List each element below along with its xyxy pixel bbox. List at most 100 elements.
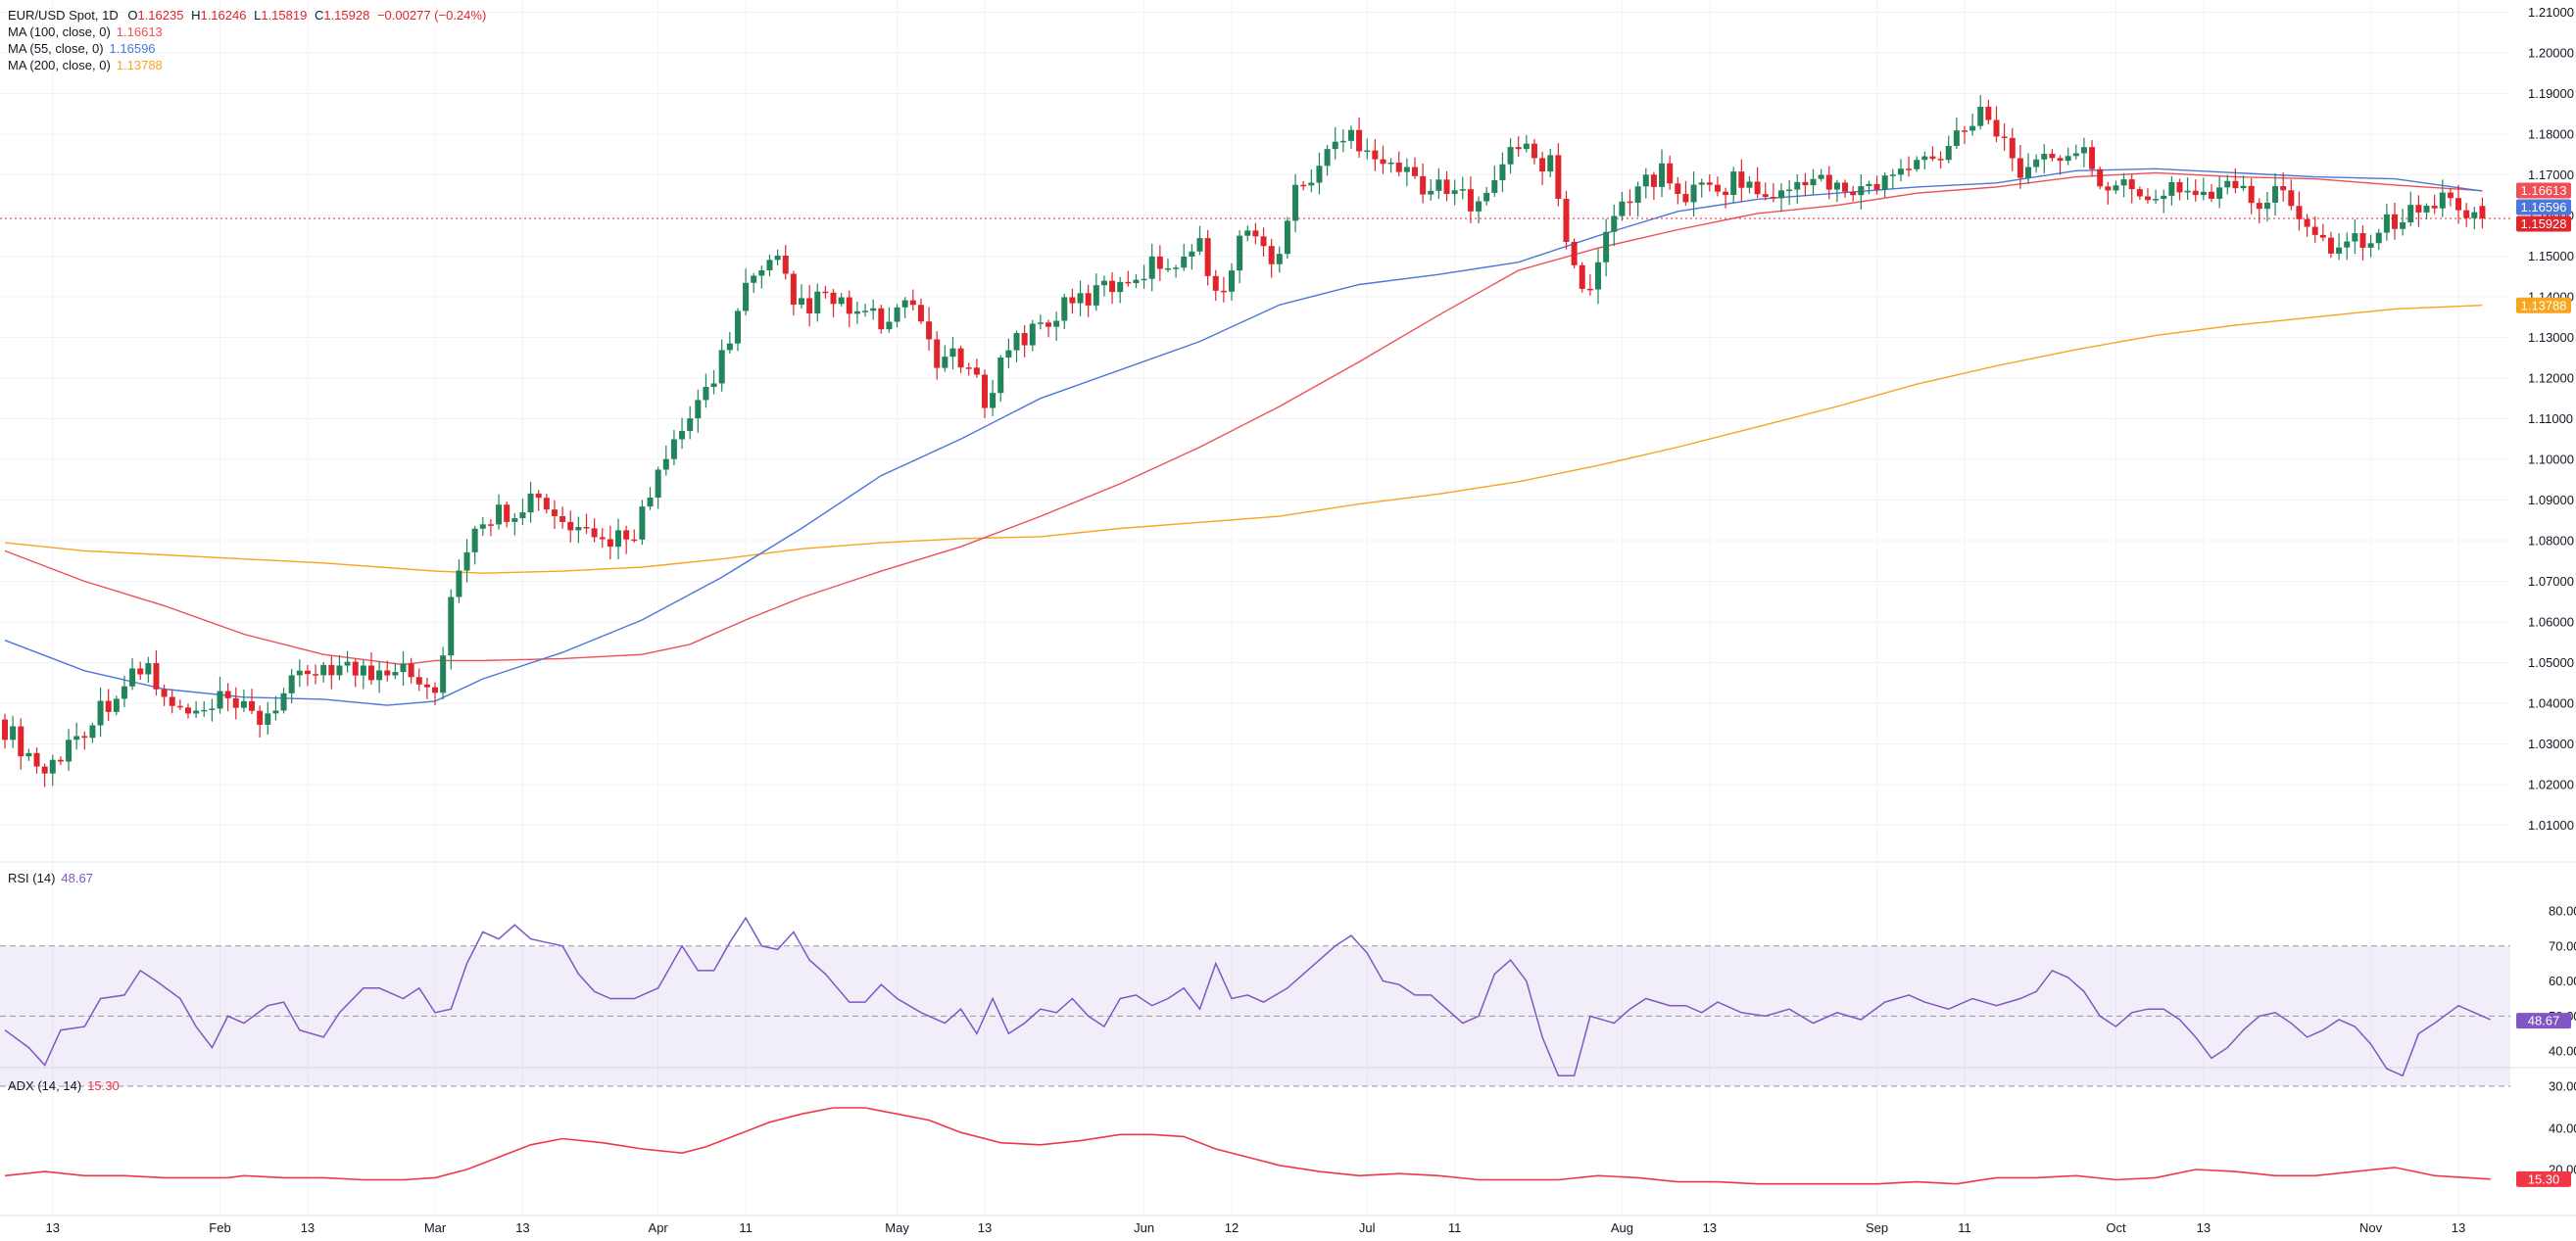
- candle[interactable]: [2463, 203, 2470, 227]
- candle[interactable]: [2041, 144, 2048, 174]
- candle[interactable]: [607, 525, 613, 560]
- candle[interactable]: [2431, 194, 2438, 215]
- candle[interactable]: [2240, 175, 2247, 192]
- candle[interactable]: [456, 559, 462, 603]
- candle[interactable]: [1858, 174, 1865, 210]
- candle[interactable]: [1053, 311, 1060, 341]
- candle[interactable]: [1881, 171, 1888, 198]
- candle[interactable]: [1324, 145, 1331, 176]
- candle[interactable]: [1276, 246, 1283, 273]
- candle[interactable]: [1196, 225, 1203, 256]
- rsi-legend[interactable]: RSI (14) 48.67: [8, 871, 99, 885]
- candle[interactable]: [66, 729, 73, 771]
- candle[interactable]: [2471, 207, 2478, 230]
- candle[interactable]: [1229, 263, 1236, 301]
- candle[interactable]: [33, 747, 40, 774]
- candle[interactable]: [487, 519, 494, 537]
- candle[interactable]: [224, 683, 231, 712]
- candle[interactable]: [360, 659, 366, 690]
- candle[interactable]: [1825, 166, 1832, 200]
- candle[interactable]: [384, 660, 391, 682]
- candle[interactable]: [1435, 167, 1442, 200]
- candle[interactable]: [89, 722, 96, 743]
- candle[interactable]: [2336, 233, 2343, 261]
- candle[interactable]: [1993, 106, 2000, 143]
- candle[interactable]: [18, 718, 24, 770]
- candle[interactable]: [169, 689, 175, 714]
- candle[interactable]: [2263, 191, 2270, 222]
- candle[interactable]: [1659, 149, 1666, 198]
- candle[interactable]: [1555, 143, 1562, 207]
- candle[interactable]: [2128, 173, 2135, 204]
- candle[interactable]: [942, 345, 948, 372]
- candle[interactable]: [1308, 168, 1315, 193]
- candle[interactable]: [687, 406, 694, 440]
- candle[interactable]: [392, 663, 399, 680]
- candle[interactable]: [2224, 174, 2231, 195]
- candle[interactable]: [1339, 129, 1346, 153]
- candle[interactable]: [1802, 172, 1809, 197]
- candle[interactable]: [2288, 179, 2295, 211]
- candle[interactable]: [2153, 189, 2160, 205]
- candle[interactable]: [352, 658, 359, 688]
- candle[interactable]: [1420, 163, 1427, 204]
- candle[interactable]: [1977, 95, 1984, 130]
- candle[interactable]: [432, 682, 439, 705]
- candle[interactable]: [1921, 151, 1928, 170]
- candle[interactable]: [1428, 179, 1434, 201]
- candle[interactable]: [41, 763, 48, 788]
- candle[interactable]: [25, 748, 32, 761]
- ma55-line[interactable]: [4, 167, 2483, 706]
- candle[interactable]: [1770, 183, 1776, 203]
- candle[interactable]: [1141, 264, 1147, 289]
- candle[interactable]: [1579, 262, 1585, 293]
- candle[interactable]: [655, 466, 661, 509]
- candle[interactable]: [1021, 325, 1028, 358]
- candle[interactable]: [10, 715, 17, 748]
- candle[interactable]: [766, 255, 773, 277]
- candle[interactable]: [758, 265, 765, 289]
- candle[interactable]: [496, 494, 503, 530]
- candle[interactable]: [1237, 230, 1243, 284]
- candle[interactable]: [838, 293, 845, 307]
- candle[interactable]: [1356, 117, 1363, 159]
- candle[interactable]: [1714, 176, 1721, 197]
- candle[interactable]: [1476, 196, 1482, 224]
- candle[interactable]: [1387, 158, 1394, 173]
- candle[interactable]: [2161, 189, 2167, 214]
- candle[interactable]: [1586, 274, 1593, 296]
- candle[interactable]: [1619, 191, 1626, 221]
- candle[interactable]: [679, 417, 686, 450]
- candle[interactable]: [2113, 180, 2119, 195]
- candle[interactable]: [2209, 184, 2215, 203]
- candle[interactable]: [1985, 99, 1992, 124]
- candle[interactable]: [1746, 175, 1753, 194]
- candle[interactable]: [1268, 238, 1275, 278]
- candle[interactable]: [1690, 171, 1697, 217]
- candle[interactable]: [2009, 127, 2016, 171]
- candle[interactable]: [1117, 276, 1124, 304]
- candle[interactable]: [2439, 179, 2446, 217]
- candle[interactable]: [479, 516, 486, 537]
- candle[interactable]: [743, 268, 750, 316]
- candle[interactable]: [878, 305, 885, 334]
- candle[interactable]: [209, 698, 216, 722]
- candle[interactable]: [1873, 175, 1880, 195]
- candle[interactable]: [81, 731, 88, 750]
- candle[interactable]: [2375, 228, 2382, 251]
- candle[interactable]: [2232, 168, 2239, 194]
- candle[interactable]: [1937, 151, 1944, 169]
- candle[interactable]: [1125, 270, 1132, 287]
- candle[interactable]: [2136, 186, 2143, 200]
- candle[interactable]: [2200, 177, 2207, 201]
- candle[interactable]: [1833, 179, 1840, 203]
- candle[interactable]: [751, 272, 757, 293]
- candle[interactable]: [1316, 152, 1323, 195]
- candle[interactable]: [153, 649, 160, 696]
- candle[interactable]: [2168, 175, 2175, 206]
- adx-line[interactable]: [4, 1107, 2491, 1185]
- candle[interactable]: [599, 528, 606, 548]
- candle[interactable]: [1563, 190, 1570, 250]
- candle[interactable]: [2447, 188, 2454, 207]
- candle[interactable]: [1133, 274, 1140, 289]
